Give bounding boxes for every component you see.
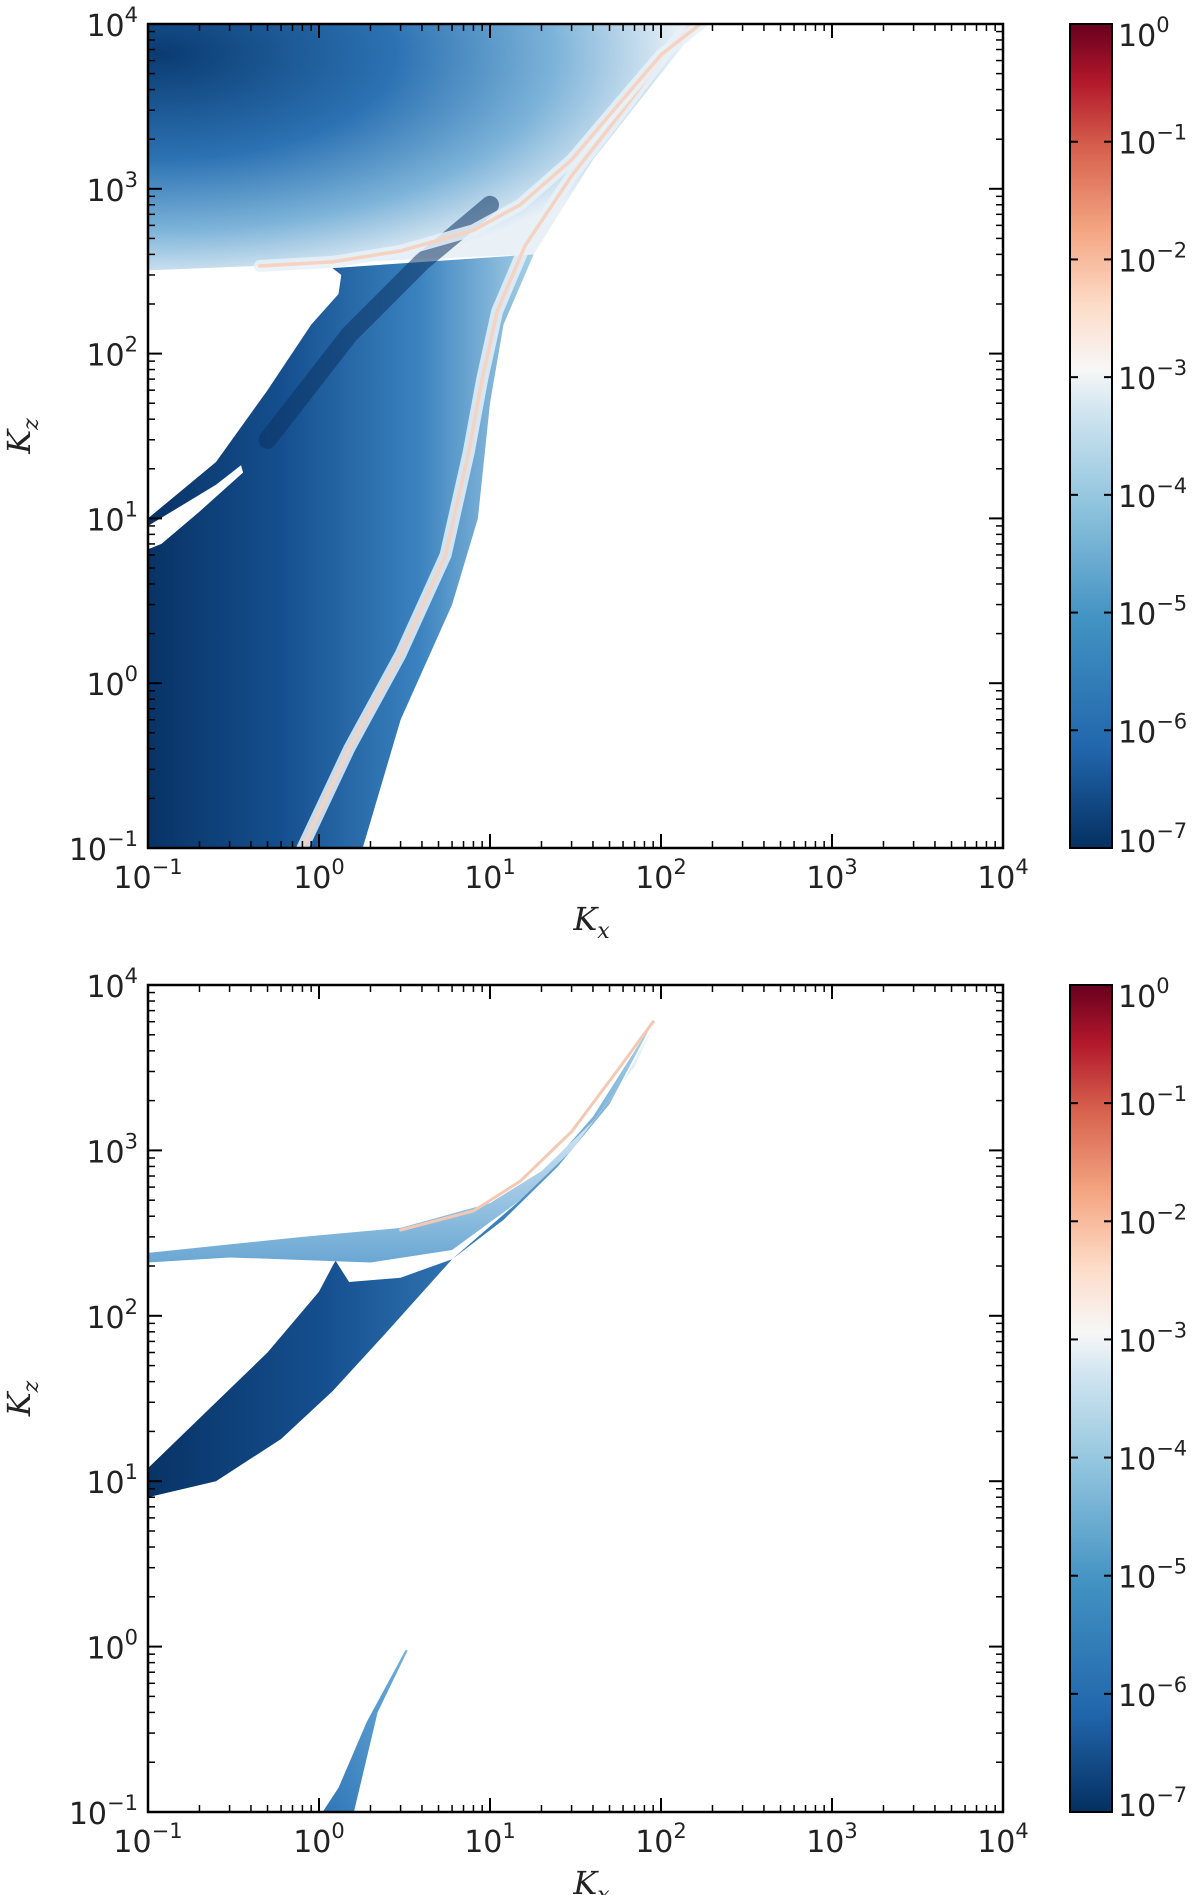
colorbar-tick-label: 10−5: [1118, 592, 1187, 633]
colorbar-tick-label: 10−7: [1118, 819, 1187, 860]
y-tick-label: 101: [86, 1460, 138, 1501]
colorbar-gradient: [1069, 23, 1113, 849]
upper-region: [148, 24, 701, 271]
bottom-y-axis: 10−1 100 101 102 103 104: [69, 964, 1003, 1832]
y-tick-label: 100: [86, 662, 138, 703]
bottom-colorbar: 100 10−1 10−2 10−3 10−4 10−5 10−6 10−7: [1069, 974, 1187, 1824]
colorbar-tick-label: 100: [1118, 974, 1170, 1015]
ridge-line-1: [257, 24, 703, 268]
top-x-axis-label: Kx: [572, 900, 610, 944]
bottom-heatmap: [148, 1018, 658, 1812]
top-plot-frame: [146, 22, 1005, 850]
top-y-axis-label: Kz: [0, 418, 44, 455]
ridge-line-0: [300, 24, 693, 848]
y-tick-label: 104: [86, 3, 138, 44]
colorbar-tick-label: 10−1: [1118, 121, 1187, 162]
region-1: [148, 1018, 658, 1263]
x-tick-label: 104: [977, 855, 1029, 896]
top-x-axis: 10−1 100 101 102 103 104: [113, 24, 1029, 896]
bottom-x-axis: 10−1 100 101 102 103 104: [113, 985, 1029, 1860]
colorbar-tick-label: 100: [1118, 13, 1170, 54]
x-tick-label: 103: [806, 1819, 858, 1860]
region-2: [322, 1650, 408, 1812]
top-panel: 10−1 100 101 102 103 104 10−1100101102103104 …: [0, 3, 1187, 944]
colorbar-tick-label: 10−6: [1118, 1673, 1187, 1714]
y-tick-label: 103: [86, 1129, 138, 1170]
lower-region: [148, 254, 534, 848]
ridge-line-0: [399, 1020, 655, 1232]
y-tick-label: 104: [86, 964, 138, 1005]
colorbar-tick-label: 10−1: [1118, 1082, 1187, 1123]
colorbar-tick-label: 10−3: [1118, 1318, 1187, 1359]
colorbar-tick-label: 10−3: [1118, 356, 1187, 397]
x-tick-label: 103: [806, 855, 858, 896]
y-tick-label: 101: [86, 497, 138, 538]
y-tick-label: 100: [86, 1626, 138, 1667]
top-y-axis: 10−1 100 101 102 103 104: [69, 3, 1003, 868]
y-tick-label: 102: [86, 333, 138, 374]
top-heatmap: [148, 24, 707, 848]
x-tick-label: 104: [977, 1819, 1029, 1860]
colorbar-tick-label: 10−5: [1118, 1555, 1187, 1596]
bottom-plot-frame: [146, 983, 1005, 1814]
gap-notch: [148, 465, 244, 550]
y-tick-label: 10−1: [69, 827, 138, 868]
x-tick-label: 102: [635, 1819, 687, 1860]
colorbar-tick-label: 10−7: [1118, 1783, 1187, 1824]
top-colorbar: 100 10−1 10−2 10−3 10−4 10−5 10−6 10−7: [1069, 13, 1187, 860]
bottom-y-axis-label: Kz: [0, 1380, 44, 1417]
x-tick-label: 100: [293, 1819, 345, 1860]
colorbar-tick-label: 10−6: [1118, 709, 1187, 750]
x-tick-label: 100: [293, 855, 345, 896]
y-tick-label: 102: [86, 1295, 138, 1336]
bottom-panel: 10−1 100 101 102 103 104 10−1100101102103104 …: [0, 964, 1187, 1895]
x-tick-label: 102: [635, 855, 687, 896]
bottom-x-axis-label: Kx: [572, 1864, 610, 1895]
colorbar-tick-label: 10−2: [1118, 1200, 1187, 1241]
colorbar-tick-label: 10−4: [1118, 474, 1187, 515]
y-tick-label: 10−1: [69, 1791, 138, 1832]
region-0: [148, 1021, 654, 1498]
y-tick-label: 103: [86, 168, 138, 209]
x-tick-label: 101: [464, 855, 516, 896]
x-tick-label: 101: [464, 1819, 516, 1860]
x-tick-label: 10−1: [113, 855, 182, 896]
colorbar-tick-label: 10−2: [1118, 238, 1187, 279]
colorbar-gradient: [1069, 984, 1113, 1813]
x-tick-label: 10−1: [113, 1819, 182, 1860]
colorbar-tick-label: 10−4: [1118, 1437, 1187, 1478]
